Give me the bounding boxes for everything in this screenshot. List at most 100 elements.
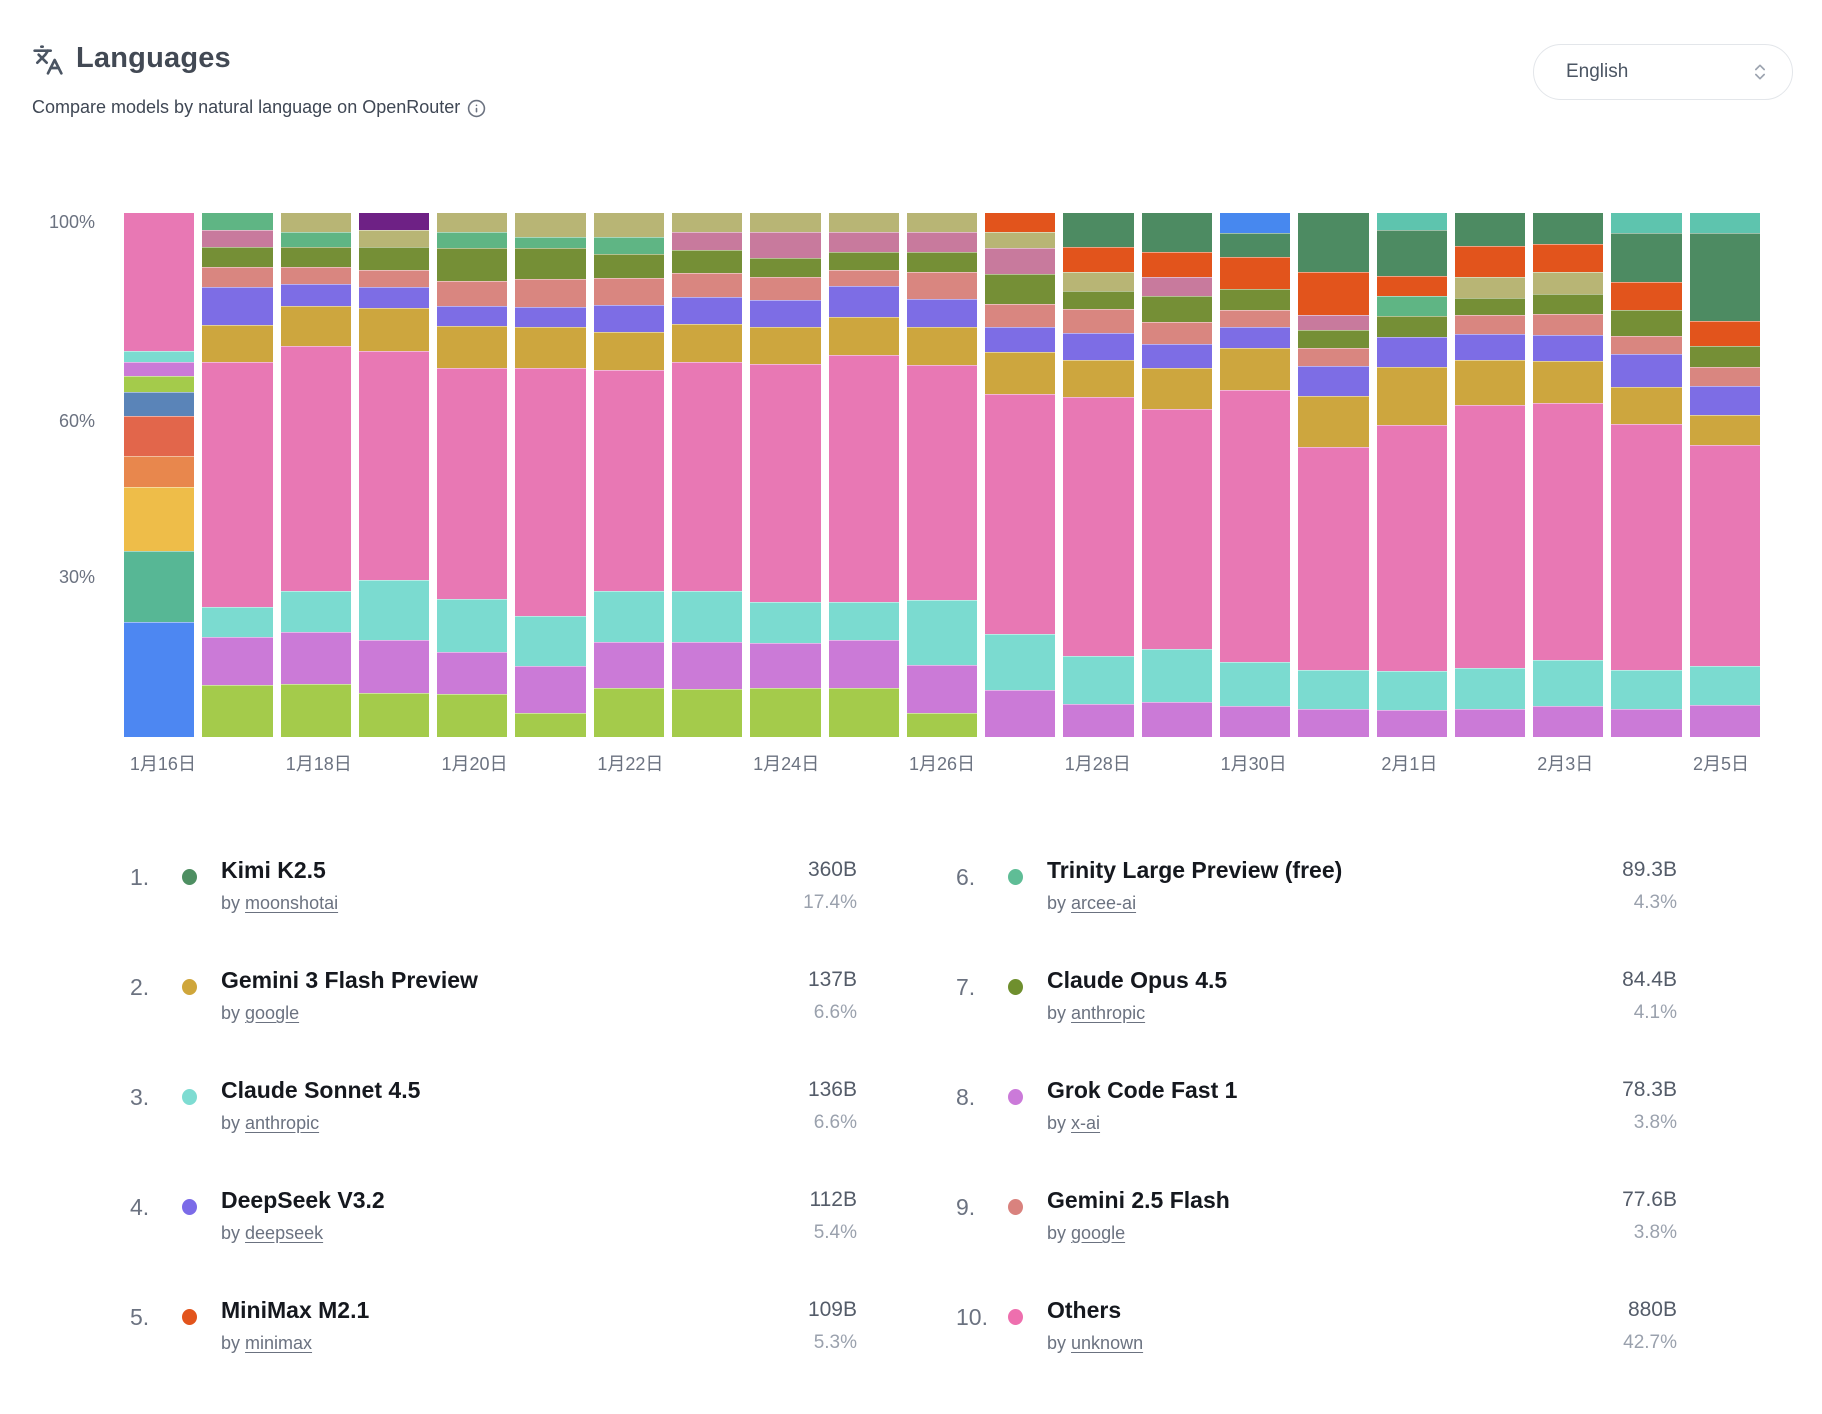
bar-segment-trinity[interactable] xyxy=(515,237,586,248)
bar-segment-gemini25[interactable] xyxy=(1063,309,1134,333)
bar-segment-khaki[interactable] xyxy=(985,231,1056,248)
bar-segment-ygreen[interactable] xyxy=(750,687,821,737)
bar-segment-deepseek[interactable] xyxy=(1063,332,1134,360)
bar-segment-opus[interactable] xyxy=(1141,296,1212,322)
model-name-link[interactable]: Claude Opus 4.5 xyxy=(1047,967,1228,993)
bar-segment-gemini25[interactable] xyxy=(1219,309,1291,328)
bar-segment-gemini3[interactable] xyxy=(1533,360,1604,403)
model-name-link[interactable]: Others xyxy=(1047,1297,1122,1323)
bar-segment-deepseek[interactable] xyxy=(1298,365,1369,396)
bar-segment-orange[interactable] xyxy=(124,456,195,487)
bar[interactable] xyxy=(1063,213,1134,737)
bar-segment-sonnet[interactable] xyxy=(750,601,821,643)
bar-segment-sonnet[interactable] xyxy=(906,599,978,665)
bar-segment-opus[interactable] xyxy=(593,253,664,278)
bar-segment-opus[interactable] xyxy=(1063,290,1134,310)
bar-segment-gemini3[interactable] xyxy=(1454,360,1526,406)
bar-segment-others[interactable] xyxy=(1063,397,1134,656)
bar-segment-gemini25[interactable] xyxy=(280,267,351,285)
bar-segment-lteal[interactable] xyxy=(1611,213,1682,234)
bar-segment-khaki[interactable] xyxy=(280,213,351,232)
bar[interactable] xyxy=(985,213,1056,737)
bar-segment-kimi[interactable] xyxy=(1063,213,1134,247)
bar-segment-redor[interactable] xyxy=(124,416,195,457)
bar-segment-grok[interactable] xyxy=(1533,706,1604,737)
bar-segment-ygreen[interactable] xyxy=(828,688,899,737)
bar[interactable] xyxy=(280,213,351,737)
model-name-link[interactable]: DeepSeek V3.2 xyxy=(221,1187,385,1213)
bar-segment-sonnet[interactable] xyxy=(593,591,664,642)
language-select[interactable]: English xyxy=(1533,44,1793,100)
bar-segment-minimax[interactable] xyxy=(1454,246,1526,277)
bar-segment-sonnet[interactable] xyxy=(358,579,430,640)
bar-segment-opus[interactable] xyxy=(1533,293,1604,314)
bar[interactable] xyxy=(828,213,899,737)
bar-segment-others[interactable] xyxy=(1219,389,1291,662)
bar-segment-deepseek[interactable] xyxy=(437,305,508,326)
bar-segment-opus[interactable] xyxy=(1376,316,1447,338)
bar-segment-gemini3[interactable] xyxy=(593,331,664,370)
bar-segment-deepseek[interactable] xyxy=(985,326,1056,353)
bar-segment-opus[interactable] xyxy=(671,249,743,273)
bar-segment-opus[interactable] xyxy=(437,247,508,281)
bar-segment-deepseek[interactable] xyxy=(593,305,664,332)
bar-segment-sonnet[interactable] xyxy=(828,601,899,641)
bar[interactable] xyxy=(515,213,586,737)
bar-segment-sonnet[interactable] xyxy=(1533,659,1604,707)
bar[interactable] xyxy=(358,213,430,737)
bar-segment-gemini3[interactable] xyxy=(515,326,586,369)
bar-segment-sonnet[interactable] xyxy=(1376,671,1447,710)
bar-segment-sonnet[interactable] xyxy=(1611,670,1682,709)
bar-segment-others[interactable] xyxy=(1533,402,1604,660)
bar-segment-khaki[interactable] xyxy=(437,213,508,232)
provider-link[interactable]: anthropic xyxy=(245,1113,320,1133)
bar-segment-gemini25[interactable] xyxy=(1141,321,1212,344)
bar-segment-sonnet[interactable] xyxy=(985,633,1056,690)
bar-segment-gemini3[interactable] xyxy=(1141,367,1212,410)
bar-segment-gemini25[interactable] xyxy=(671,272,743,297)
bar-segment-gemini3[interactable] xyxy=(671,323,743,363)
bar-segment-khaki[interactable] xyxy=(750,213,821,232)
bar-segment-ygreen[interactable] xyxy=(358,692,430,737)
bar-segment-mauve[interactable] xyxy=(828,231,899,252)
bar-segment-ygreen[interactable] xyxy=(124,375,195,393)
model-name-link[interactable]: Trinity Large Preview (free) xyxy=(1047,857,1343,883)
provider-link[interactable]: google xyxy=(245,1003,300,1023)
bar-segment-lteal[interactable] xyxy=(1376,213,1447,231)
model-name-link[interactable]: Gemini 3 Flash Preview xyxy=(221,967,478,993)
bar-segment-grok[interactable] xyxy=(1454,708,1526,737)
bar-segment-minimax[interactable] xyxy=(1063,246,1134,272)
bar-segment-minimax[interactable] xyxy=(1376,276,1447,297)
bar[interactable] xyxy=(1689,213,1760,737)
bar[interactable] xyxy=(1454,213,1526,737)
bar[interactable] xyxy=(124,213,195,737)
bar-segment-gemini25[interactable] xyxy=(985,304,1056,327)
bar-segment-gemini25[interactable] xyxy=(358,270,430,287)
bar-segment-gemini3[interactable] xyxy=(1376,367,1447,425)
bar-segment-opus[interactable] xyxy=(1298,329,1369,349)
bar-segment-grok[interactable] xyxy=(985,689,1056,737)
bar-segment-gemini25[interactable] xyxy=(828,269,899,286)
bar-segment-deepseek[interactable] xyxy=(515,306,586,327)
bar-segment-ygreen[interactable] xyxy=(515,712,586,737)
bar-segment-sonnet[interactable] xyxy=(1141,649,1212,702)
bar-segment-deepseek[interactable] xyxy=(1219,327,1291,348)
bar-segment-opus[interactable] xyxy=(828,251,899,270)
bar-segment-sonnet[interactable] xyxy=(671,591,743,642)
bar-segment-grok[interactable] xyxy=(906,664,978,713)
bar-segment-khaki[interactable] xyxy=(358,230,430,248)
bar-segment-gemini25[interactable] xyxy=(593,277,664,306)
bar-segment-others[interactable] xyxy=(437,368,508,599)
bar-segment-gemini3[interactable] xyxy=(437,325,508,369)
bar-segment-sonnet[interactable] xyxy=(124,350,195,362)
provider-link[interactable]: unknown xyxy=(1071,1333,1144,1353)
bar-segment-ygreen[interactable] xyxy=(906,712,978,737)
bar-segment-grok[interactable] xyxy=(124,361,195,376)
bar-segment-steel[interactable] xyxy=(124,392,195,417)
bar[interactable] xyxy=(202,213,273,737)
bar[interactable] xyxy=(1611,213,1682,737)
bar-segment-tealgr[interactable] xyxy=(124,550,195,623)
bar-segment-opus[interactable] xyxy=(750,257,821,278)
bar-segment-others[interactable] xyxy=(750,363,821,602)
bar-segment-kimi[interactable] xyxy=(1611,233,1682,283)
